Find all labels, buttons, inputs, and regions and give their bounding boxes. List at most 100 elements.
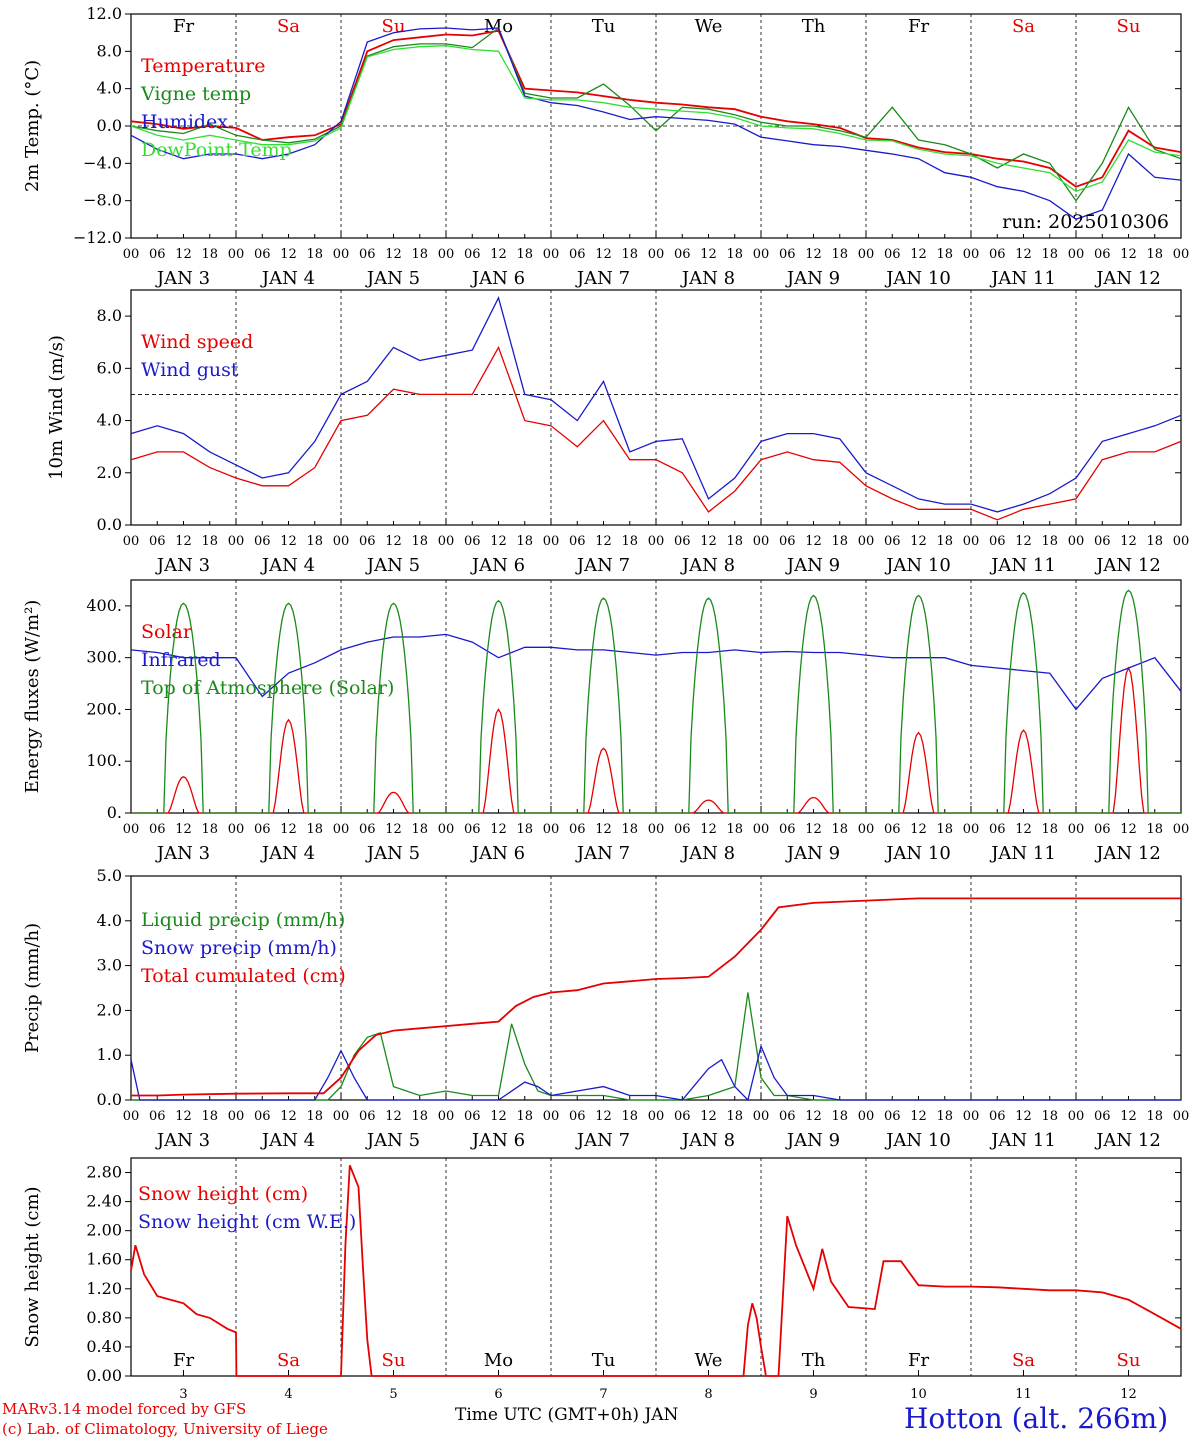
hour-tick-label: 06 [1094, 1109, 1111, 1124]
day-label: JAN 7 [575, 1130, 630, 1151]
y-tick-label: 0.0 [97, 116, 122, 135]
legend-entry: Top of Atmosphere (Solar) [141, 677, 394, 699]
hour-tick-label: 00 [963, 822, 980, 837]
hour-tick-label: 12 [385, 534, 402, 549]
y-tick-label: 2.0 [97, 463, 122, 482]
day-number-label: 6 [494, 1387, 502, 1402]
day-label: JAN 4 [260, 268, 315, 289]
hour-tick-label: 00 [228, 534, 245, 549]
hour-tick-label: 18 [1146, 1109, 1163, 1124]
y-tick-label: 0.40 [86, 1337, 122, 1356]
hour-tick-label: 12 [910, 822, 927, 837]
hour-tick-label: 18 [726, 822, 743, 837]
day-number-label: 12 [1120, 1387, 1137, 1402]
hour-tick-label: 18 [831, 1109, 848, 1124]
hour-tick-label: 00 [1173, 247, 1190, 262]
hour-tick-label: 18 [831, 534, 848, 549]
day-label: JAN 5 [365, 1130, 420, 1151]
y-axis-label: 2m Temp. (°C) [22, 60, 43, 192]
y-tick-label: 0.00 [86, 1366, 122, 1385]
hour-tick-label: 18 [831, 822, 848, 837]
hour-tick-label: 00 [753, 534, 770, 549]
hour-tick-label: 18 [936, 822, 953, 837]
day-number-label: 5 [389, 1387, 397, 1402]
hour-tick-label: 18 [1041, 534, 1058, 549]
series-line-vigne-temp [130, 26, 1182, 202]
hour-tick-label: 06 [884, 1109, 901, 1124]
hour-tick-label: 06 [359, 534, 376, 549]
day-label: JAN 10 [884, 1130, 951, 1151]
y-axis-label: Snow height (cm) [22, 1186, 43, 1347]
hour-tick-label: 12 [280, 1109, 297, 1124]
day-label: JAN 9 [785, 1130, 840, 1151]
weekday-label: Fr [908, 16, 929, 37]
hour-tick-label: 06 [884, 822, 901, 837]
hour-tick-label: 00 [123, 534, 140, 549]
day-label: JAN 11 [989, 268, 1056, 289]
series-line-humidex [130, 27, 1182, 221]
day-label: JAN 3 [155, 1130, 210, 1151]
hour-tick-label: 12 [280, 822, 297, 837]
day-number-label: 11 [1015, 1387, 1032, 1402]
legend-entry: Wind gust [141, 359, 239, 381]
series-line-infrared [130, 633, 1182, 711]
day-number-label: 4 [284, 1387, 292, 1402]
legend-entry: Humidex [141, 111, 228, 133]
y-tick-label: 4.0 [97, 911, 122, 930]
hour-tick-label: 06 [674, 534, 691, 549]
hour-tick-label: 12 [385, 822, 402, 837]
y-tick-label: 12.0 [86, 4, 122, 23]
lab-credit: (c) Lab. of Climatology, University of L… [2, 1420, 328, 1438]
weekday-label: Fr [173, 16, 194, 37]
hour-tick-label: 06 [989, 247, 1006, 262]
hour-tick-label: 12 [1015, 822, 1032, 837]
hour-tick-label: 12 [490, 247, 507, 262]
hour-tick-label: 18 [411, 1109, 428, 1124]
hour-tick-label: 06 [464, 822, 481, 837]
hour-tick-label: 06 [884, 534, 901, 549]
hour-tick-label: 06 [1094, 534, 1111, 549]
hour-tick-label: 06 [1094, 247, 1111, 262]
hour-tick-label: 18 [516, 534, 533, 549]
weekday-label: Th [802, 16, 826, 37]
hour-tick-label: 18 [621, 247, 638, 262]
hour-tick-label: 18 [306, 822, 323, 837]
hour-tick-label: 00 [123, 1109, 140, 1124]
day-label: JAN 6 [470, 1130, 525, 1151]
day-label: JAN 8 [680, 1130, 735, 1151]
hour-tick-label: 12 [595, 822, 612, 837]
hour-tick-label: 12 [1120, 247, 1137, 262]
hour-tick-label: 18 [1146, 822, 1163, 837]
day-label: JAN 12 [1094, 1130, 1161, 1151]
hour-tick-label: 18 [201, 1109, 218, 1124]
hour-tick-label: 06 [779, 1109, 796, 1124]
day-label: JAN 8 [680, 555, 735, 576]
day-label: JAN 7 [575, 555, 630, 576]
weekday-label: Sa [1012, 16, 1035, 37]
hour-tick-label: 06 [149, 247, 166, 262]
hour-tick-label: 00 [963, 1109, 980, 1124]
y-axis-label: 10m Wind (m/s) [46, 335, 67, 480]
hour-tick-label: 00 [228, 247, 245, 262]
day-label: JAN 7 [575, 268, 630, 289]
y-axis-label: Energy fluxes (W/m²) [22, 600, 43, 794]
y-axis-label: Precip (mm/h) [22, 923, 43, 1053]
hour-tick-label: 18 [201, 534, 218, 549]
hour-tick-label: 00 [753, 822, 770, 837]
series-line-dewpoint-temp [130, 45, 1182, 193]
legend-entry: Wind speed [141, 331, 253, 353]
hour-tick-label: 06 [149, 822, 166, 837]
hour-tick-label: 06 [464, 534, 481, 549]
y-tick-label: −4.0 [83, 153, 122, 172]
hour-tick-label: 12 [700, 822, 717, 837]
weekday-label: We [695, 1350, 723, 1371]
hour-tick-label: 12 [805, 1109, 822, 1124]
day-number-label: 10 [910, 1387, 927, 1402]
hour-tick-label: 12 [175, 247, 192, 262]
hour-tick-label: 06 [149, 1109, 166, 1124]
y-tick-label: −8.0 [83, 191, 122, 210]
day-label: JAN 6 [470, 555, 525, 576]
legend-entry: Snow height (cm) [138, 1183, 308, 1205]
hour-tick-label: 00 [543, 1109, 560, 1124]
hour-tick-label: 18 [621, 534, 638, 549]
